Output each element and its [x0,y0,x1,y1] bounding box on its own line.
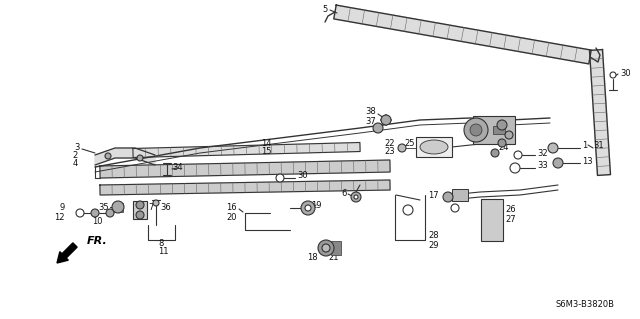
Text: FR.: FR. [87,236,108,246]
Text: 13: 13 [582,158,593,167]
Circle shape [276,174,284,182]
Text: 31: 31 [593,140,604,150]
Bar [380,114,392,126]
Text: 30: 30 [297,172,308,181]
Circle shape [301,201,315,215]
Bar [113,203,122,211]
Text: S6M3-B3820B: S6M3-B3820B [555,300,614,309]
Circle shape [91,209,99,217]
Text: 34: 34 [172,164,182,173]
Text: 16: 16 [227,204,237,212]
Circle shape [354,195,358,199]
Circle shape [322,244,330,252]
Polygon shape [100,160,390,178]
Polygon shape [95,148,155,165]
Ellipse shape [420,140,448,154]
Bar [133,201,147,219]
Text: 2: 2 [73,151,78,160]
Text: 5: 5 [322,4,327,13]
Circle shape [514,151,522,159]
Circle shape [470,124,482,136]
Bar [481,199,503,241]
Text: 18: 18 [307,253,318,262]
Text: 25: 25 [404,138,415,147]
Text: 20: 20 [227,212,237,221]
Text: 10: 10 [92,217,102,226]
Circle shape [112,201,124,213]
Polygon shape [133,143,360,158]
Text: 22: 22 [385,138,395,147]
Text: 29: 29 [428,241,438,249]
Circle shape [351,192,361,202]
Polygon shape [589,49,611,175]
Text: 26: 26 [505,205,516,214]
Text: 9: 9 [60,204,65,212]
Circle shape [381,115,391,125]
Circle shape [403,205,413,215]
Circle shape [491,149,499,157]
Text: 21: 21 [328,253,339,262]
Text: 28: 28 [428,231,438,240]
Circle shape [373,123,383,133]
Circle shape [136,201,144,209]
Circle shape [505,131,513,139]
Circle shape [498,139,506,147]
Circle shape [105,153,111,159]
Text: 12: 12 [54,212,65,221]
Text: 6: 6 [342,189,347,198]
Circle shape [553,158,563,168]
Text: 32: 32 [537,149,548,158]
Circle shape [510,163,520,173]
Text: 11: 11 [158,248,168,256]
Text: 36: 36 [160,204,171,212]
Circle shape [153,200,159,206]
Circle shape [548,143,558,153]
Text: 8: 8 [158,239,163,248]
Bar [416,137,452,157]
Circle shape [305,205,311,211]
Circle shape [610,72,616,78]
Text: 35: 35 [99,203,109,211]
Text: 14: 14 [261,138,271,147]
Text: 30: 30 [620,70,630,78]
FancyArrow shape [57,243,77,263]
Text: 3: 3 [75,143,80,152]
Text: 38: 38 [365,108,376,116]
Circle shape [137,155,143,161]
Text: 24: 24 [498,143,509,152]
Text: 4: 4 [73,159,78,167]
Text: 19: 19 [311,201,321,210]
Text: 7: 7 [148,204,154,212]
Polygon shape [334,5,591,64]
Text: 17: 17 [428,190,438,199]
Text: 15: 15 [261,147,271,157]
Circle shape [106,209,114,217]
Text: 33: 33 [537,161,548,170]
Text: 23: 23 [385,147,395,157]
Circle shape [76,209,84,217]
Circle shape [318,240,334,256]
Polygon shape [100,180,390,195]
Bar [473,116,515,144]
Circle shape [136,211,144,219]
Bar [493,126,505,134]
Text: 37: 37 [365,116,376,125]
Bar [452,189,468,201]
Bar [331,241,341,255]
Circle shape [398,144,406,152]
Text: 27: 27 [505,216,516,225]
Circle shape [464,118,488,142]
Circle shape [497,120,507,130]
Circle shape [443,192,453,202]
Text: 1: 1 [582,140,588,150]
Circle shape [451,204,459,212]
